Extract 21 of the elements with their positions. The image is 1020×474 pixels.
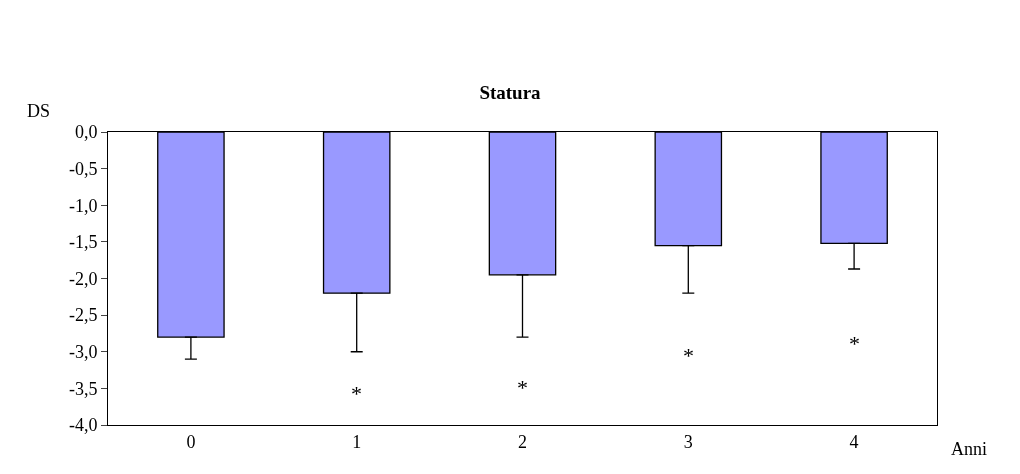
x-tick-label: 1	[352, 431, 362, 452]
annotation: *	[683, 343, 694, 368]
y-tick-label: -2,5	[68, 305, 98, 326]
annotation: *	[849, 331, 860, 356]
y-tick-label: 0,0	[74, 122, 98, 143]
x-tick-label: 3	[683, 431, 693, 452]
x-tick-label: 4	[849, 431, 859, 452]
y-tick-label: -1,5	[68, 232, 98, 253]
annotation: *	[517, 375, 528, 400]
x-tick-label: 2	[518, 431, 527, 452]
y-axis-title: DS	[27, 101, 51, 121]
y-tick-label: -2,0	[68, 268, 98, 289]
y-tick-label: -3,5	[68, 378, 98, 399]
y-tick-label: -0,5	[68, 158, 98, 179]
x-tick-label: 0	[186, 431, 196, 452]
annotation: *	[351, 381, 362, 406]
chart-title: Statura	[479, 81, 542, 103]
y-tick-label: -1,0	[68, 195, 98, 216]
y-tick-label: -4,0	[68, 415, 98, 436]
x-axis-title: Anni	[951, 439, 987, 459]
y-tick-label: -3,0	[68, 342, 98, 363]
